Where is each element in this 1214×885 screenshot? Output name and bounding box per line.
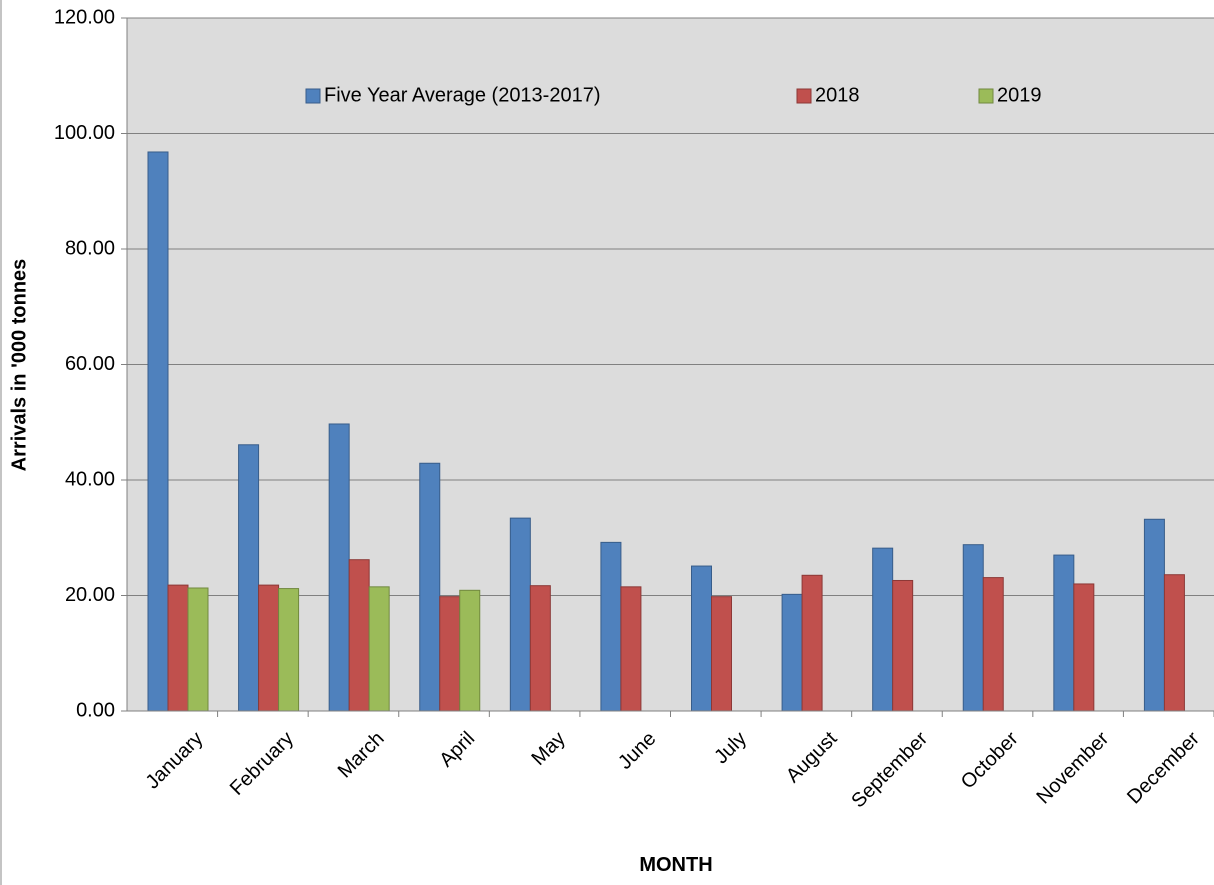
x-tick-label-may: May: [527, 728, 569, 770]
bar-five-year-average-2013-2017-november: [1053, 554, 1075, 712]
gridlines: [121, 17, 1214, 712]
bar-2018-february: [258, 584, 280, 712]
y-tick-label: 80.00: [65, 237, 115, 259]
bar-five-year-average-2013-2017-may: [509, 517, 531, 712]
x-tick-label-december: December: [1123, 727, 1204, 808]
x-tick-label-july: July: [710, 728, 751, 769]
bar-2018-august: [801, 574, 823, 712]
y-tick-label: 60.00: [65, 353, 115, 375]
bar-2019-march: [368, 586, 390, 712]
bar-2018-march: [348, 559, 370, 712]
legend-swatch: [796, 88, 812, 104]
x-tick-label-august: August: [782, 727, 842, 787]
x-tick-label-june: June: [614, 728, 660, 774]
legend-label: 2019: [997, 84, 1042, 106]
legend-label: Five Year Average (2013-2017): [324, 84, 601, 106]
legend-swatch: [305, 88, 321, 104]
bar-2018-september: [892, 579, 914, 712]
bar-2018-october: [982, 577, 1004, 712]
bar-five-year-average-2013-2017-january: [147, 151, 169, 712]
bar-2018-june: [620, 586, 642, 712]
bar-2018-january: [167, 584, 189, 712]
x-tick-label-september: September: [847, 727, 932, 812]
bar-2019-january: [187, 587, 209, 712]
x-tick-label-february: February: [226, 728, 298, 800]
bar-five-year-average-2013-2017-october: [962, 544, 984, 712]
bar-2018-december: [1163, 574, 1185, 712]
x-tick-label-november: November: [1032, 727, 1113, 808]
x-tick-label-april: April: [435, 728, 479, 772]
x-axis-title: MONTH: [639, 854, 712, 876]
bar-five-year-average-2013-2017-march: [328, 423, 350, 712]
x-tick-label-march: March: [334, 728, 389, 783]
x-tick-label-october: October: [957, 727, 1023, 793]
bar-2019-february: [278, 588, 300, 712]
x-tick-label-january: January: [142, 728, 208, 794]
y-tick-label: 0.00: [76, 699, 115, 721]
y-tick-label: 20.00: [65, 584, 115, 606]
legend-swatch: [978, 88, 994, 104]
bars: [147, 151, 1185, 712]
bar-2018-may: [529, 585, 551, 712]
y-tick-label: 40.00: [65, 468, 115, 490]
bar-five-year-average-2013-2017-june: [600, 541, 622, 712]
bar-five-year-average-2013-2017-april: [419, 462, 441, 712]
legend: Five Year Average (2013-2017) 2018 2019: [305, 84, 1042, 106]
bar-five-year-average-2013-2017-august: [781, 593, 803, 712]
y-axis-title: Arrivals in '000 tonnes: [8, 259, 30, 472]
bar-2018-july: [711, 596, 732, 712]
bar-five-year-average-2013-2017-december: [1143, 518, 1165, 712]
bar-2018-april: [439, 596, 461, 712]
bar-2019-april: [459, 589, 481, 712]
y-tick-labels: 0.00 20.00 40.00 60.00 80.00 100.00 120.00: [54, 6, 115, 721]
y-tick-label: 100.00: [54, 122, 115, 144]
bar-five-year-average-2013-2017-september: [872, 547, 894, 712]
legend-label: 2018: [815, 84, 860, 106]
y-tick-label: 120.00: [54, 6, 115, 28]
bar-2018-november: [1073, 583, 1095, 712]
bar-five-year-average-2013-2017-february: [238, 444, 260, 712]
x-tick-labels: January February March April May June July Augu…: [142, 711, 1214, 812]
bar-five-year-average-2013-2017-july: [691, 565, 712, 712]
